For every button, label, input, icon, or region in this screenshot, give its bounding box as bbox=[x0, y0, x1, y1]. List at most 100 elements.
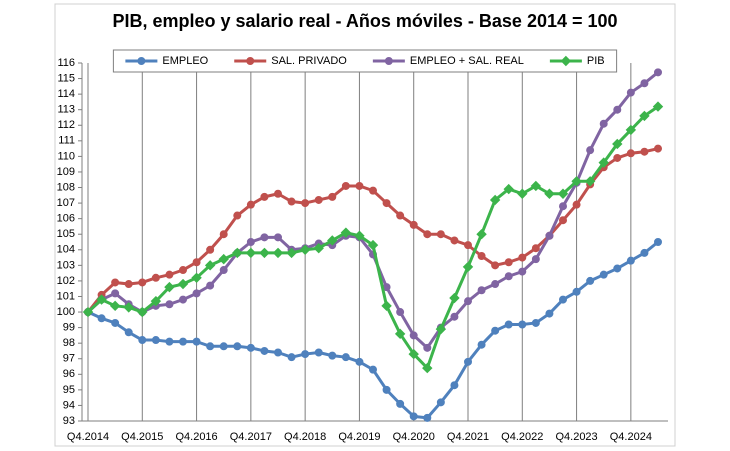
data-point bbox=[571, 176, 582, 187]
data-point bbox=[613, 105, 622, 114]
data-point bbox=[97, 314, 106, 323]
data-point bbox=[503, 183, 514, 195]
data-point bbox=[192, 289, 201, 298]
data-point bbox=[82, 306, 94, 318]
data-point bbox=[450, 381, 459, 390]
data-point bbox=[477, 286, 486, 295]
data-point bbox=[111, 278, 120, 287]
legend-label: EMPLEO + SAL. REAL bbox=[410, 55, 524, 67]
y-tick-label: 95 bbox=[63, 384, 75, 396]
data-point bbox=[341, 181, 350, 190]
data-point bbox=[531, 318, 540, 327]
data-point bbox=[260, 192, 269, 201]
data-point bbox=[450, 236, 459, 245]
data-point bbox=[314, 348, 323, 357]
data-point bbox=[408, 348, 419, 360]
data-point bbox=[137, 306, 148, 318]
data-point bbox=[436, 230, 445, 239]
data-point bbox=[96, 294, 107, 305]
x-tick-label: Q4.2021 bbox=[447, 431, 489, 443]
data-point bbox=[109, 300, 121, 312]
data-point bbox=[218, 253, 229, 265]
data-point bbox=[355, 181, 364, 190]
data-point bbox=[260, 233, 269, 242]
data-point bbox=[599, 119, 608, 128]
data-point bbox=[422, 362, 433, 374]
x-tick-label: Q4.2023 bbox=[555, 431, 597, 443]
data-point bbox=[138, 278, 147, 287]
data-point bbox=[111, 289, 120, 298]
x-tick-label: Q4.2017 bbox=[230, 431, 272, 443]
legend-marker bbox=[560, 55, 572, 67]
y-tick-label: 110 bbox=[57, 150, 75, 162]
data-point bbox=[246, 238, 255, 246]
data-point bbox=[246, 343, 255, 352]
data-point bbox=[274, 189, 282, 198]
data-point bbox=[544, 188, 555, 199]
y-tick-label: 107 bbox=[57, 197, 75, 209]
data-point bbox=[450, 312, 459, 321]
chart-frame bbox=[54, 3, 676, 447]
data-point bbox=[233, 342, 242, 351]
data-point bbox=[274, 233, 282, 242]
data-point bbox=[313, 243, 324, 254]
data-point bbox=[557, 188, 569, 199]
data-point bbox=[504, 258, 513, 267]
legend-label: SAL. PRIVADO bbox=[271, 55, 347, 67]
y-tick-label: 97 bbox=[63, 353, 75, 365]
y-tick-label: 112 bbox=[57, 119, 75, 131]
x-tick-label: Q4.2020 bbox=[393, 431, 435, 443]
data-point bbox=[369, 186, 377, 195]
y-tick-label: 106 bbox=[57, 213, 75, 225]
legend-label: EMPLEO bbox=[162, 55, 208, 67]
data-point bbox=[423, 230, 432, 239]
data-point bbox=[219, 342, 228, 351]
data-point bbox=[559, 295, 567, 304]
data-point bbox=[355, 357, 364, 366]
y-tick-label: 114 bbox=[57, 88, 75, 100]
data-point bbox=[625, 124, 637, 136]
data-point bbox=[179, 295, 187, 304]
legend-marker bbox=[137, 57, 146, 65]
data-point bbox=[301, 350, 310, 359]
data-point bbox=[151, 273, 160, 282]
y-tick-label: 93 bbox=[63, 415, 75, 427]
data-point bbox=[435, 323, 447, 335]
data-point bbox=[179, 337, 187, 346]
data-point bbox=[464, 297, 472, 306]
data-point bbox=[572, 200, 581, 209]
data-point bbox=[124, 280, 133, 289]
data-point bbox=[491, 326, 500, 335]
data-point bbox=[559, 216, 567, 225]
data-point bbox=[165, 337, 174, 346]
data-point bbox=[626, 88, 635, 97]
data-point bbox=[259, 247, 270, 259]
y-tick-label: 100 bbox=[57, 306, 75, 318]
data-point bbox=[314, 195, 323, 204]
y-tick-label: 111 bbox=[58, 135, 75, 147]
data-point bbox=[423, 413, 432, 422]
data-point bbox=[165, 270, 174, 279]
y-tick-label: 115 bbox=[57, 72, 75, 84]
data-point bbox=[436, 398, 445, 407]
data-point bbox=[464, 357, 472, 366]
y-tick-label: 109 bbox=[57, 166, 75, 178]
data-point bbox=[531, 244, 540, 253]
data-point bbox=[449, 292, 460, 304]
data-point bbox=[409, 220, 418, 229]
data-point bbox=[340, 227, 352, 238]
data-point bbox=[382, 385, 391, 394]
legend: EMPLEO SAL. PRIVADO EMPLEO + SAL. REAL PIB bbox=[112, 49, 618, 73]
data-point bbox=[518, 253, 527, 262]
data-point bbox=[584, 176, 596, 187]
x-tick-label: Q4.2022 bbox=[501, 431, 543, 443]
data-point bbox=[599, 270, 608, 279]
data-point bbox=[232, 247, 243, 259]
data-point bbox=[382, 199, 391, 208]
data-point bbox=[654, 144, 662, 153]
y-tick-label: 103 bbox=[57, 259, 75, 271]
y-tick-label: 104 bbox=[57, 244, 75, 256]
data-point bbox=[572, 287, 581, 296]
